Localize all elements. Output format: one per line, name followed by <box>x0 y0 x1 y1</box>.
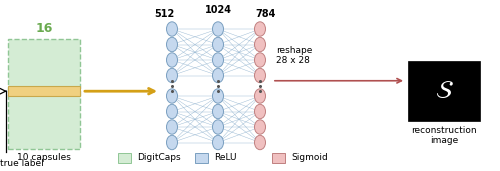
Text: 1024: 1024 <box>204 5 232 15</box>
FancyBboxPatch shape <box>8 39 80 149</box>
Text: ReLU: ReLU <box>214 154 236 162</box>
Ellipse shape <box>212 135 224 150</box>
Text: reconstruction
image: reconstruction image <box>411 126 477 145</box>
Ellipse shape <box>254 135 266 150</box>
Ellipse shape <box>254 37 266 52</box>
Ellipse shape <box>254 68 266 83</box>
FancyBboxPatch shape <box>118 153 131 163</box>
FancyBboxPatch shape <box>272 153 285 163</box>
Text: 784: 784 <box>256 9 276 19</box>
Ellipse shape <box>254 89 266 103</box>
Ellipse shape <box>254 53 266 67</box>
Ellipse shape <box>166 53 177 67</box>
Ellipse shape <box>212 89 224 103</box>
Text: reshape
28 x 28: reshape 28 x 28 <box>276 46 312 65</box>
FancyBboxPatch shape <box>408 61 480 121</box>
Ellipse shape <box>166 120 177 134</box>
Ellipse shape <box>254 104 266 119</box>
Ellipse shape <box>166 135 177 150</box>
Ellipse shape <box>166 22 177 36</box>
Ellipse shape <box>212 22 224 36</box>
Text: 16: 16 <box>36 22 52 35</box>
Text: DigitCaps: DigitCaps <box>137 154 180 162</box>
FancyBboxPatch shape <box>8 86 80 96</box>
Text: Sigmoid: Sigmoid <box>291 154 328 162</box>
Ellipse shape <box>166 89 177 103</box>
Ellipse shape <box>212 68 224 83</box>
FancyBboxPatch shape <box>195 153 208 163</box>
Ellipse shape <box>212 53 224 67</box>
Ellipse shape <box>254 22 266 36</box>
Ellipse shape <box>212 37 224 52</box>
Text: 512: 512 <box>154 9 174 19</box>
Text: 10 capsules: 10 capsules <box>17 153 71 162</box>
Text: true label: true label <box>0 159 44 168</box>
Ellipse shape <box>254 120 266 134</box>
Ellipse shape <box>212 104 224 119</box>
Ellipse shape <box>212 120 224 134</box>
Text: $\mathcal{S}$: $\mathcal{S}$ <box>434 79 454 103</box>
Ellipse shape <box>166 37 177 52</box>
Ellipse shape <box>166 68 177 83</box>
Ellipse shape <box>166 104 177 119</box>
